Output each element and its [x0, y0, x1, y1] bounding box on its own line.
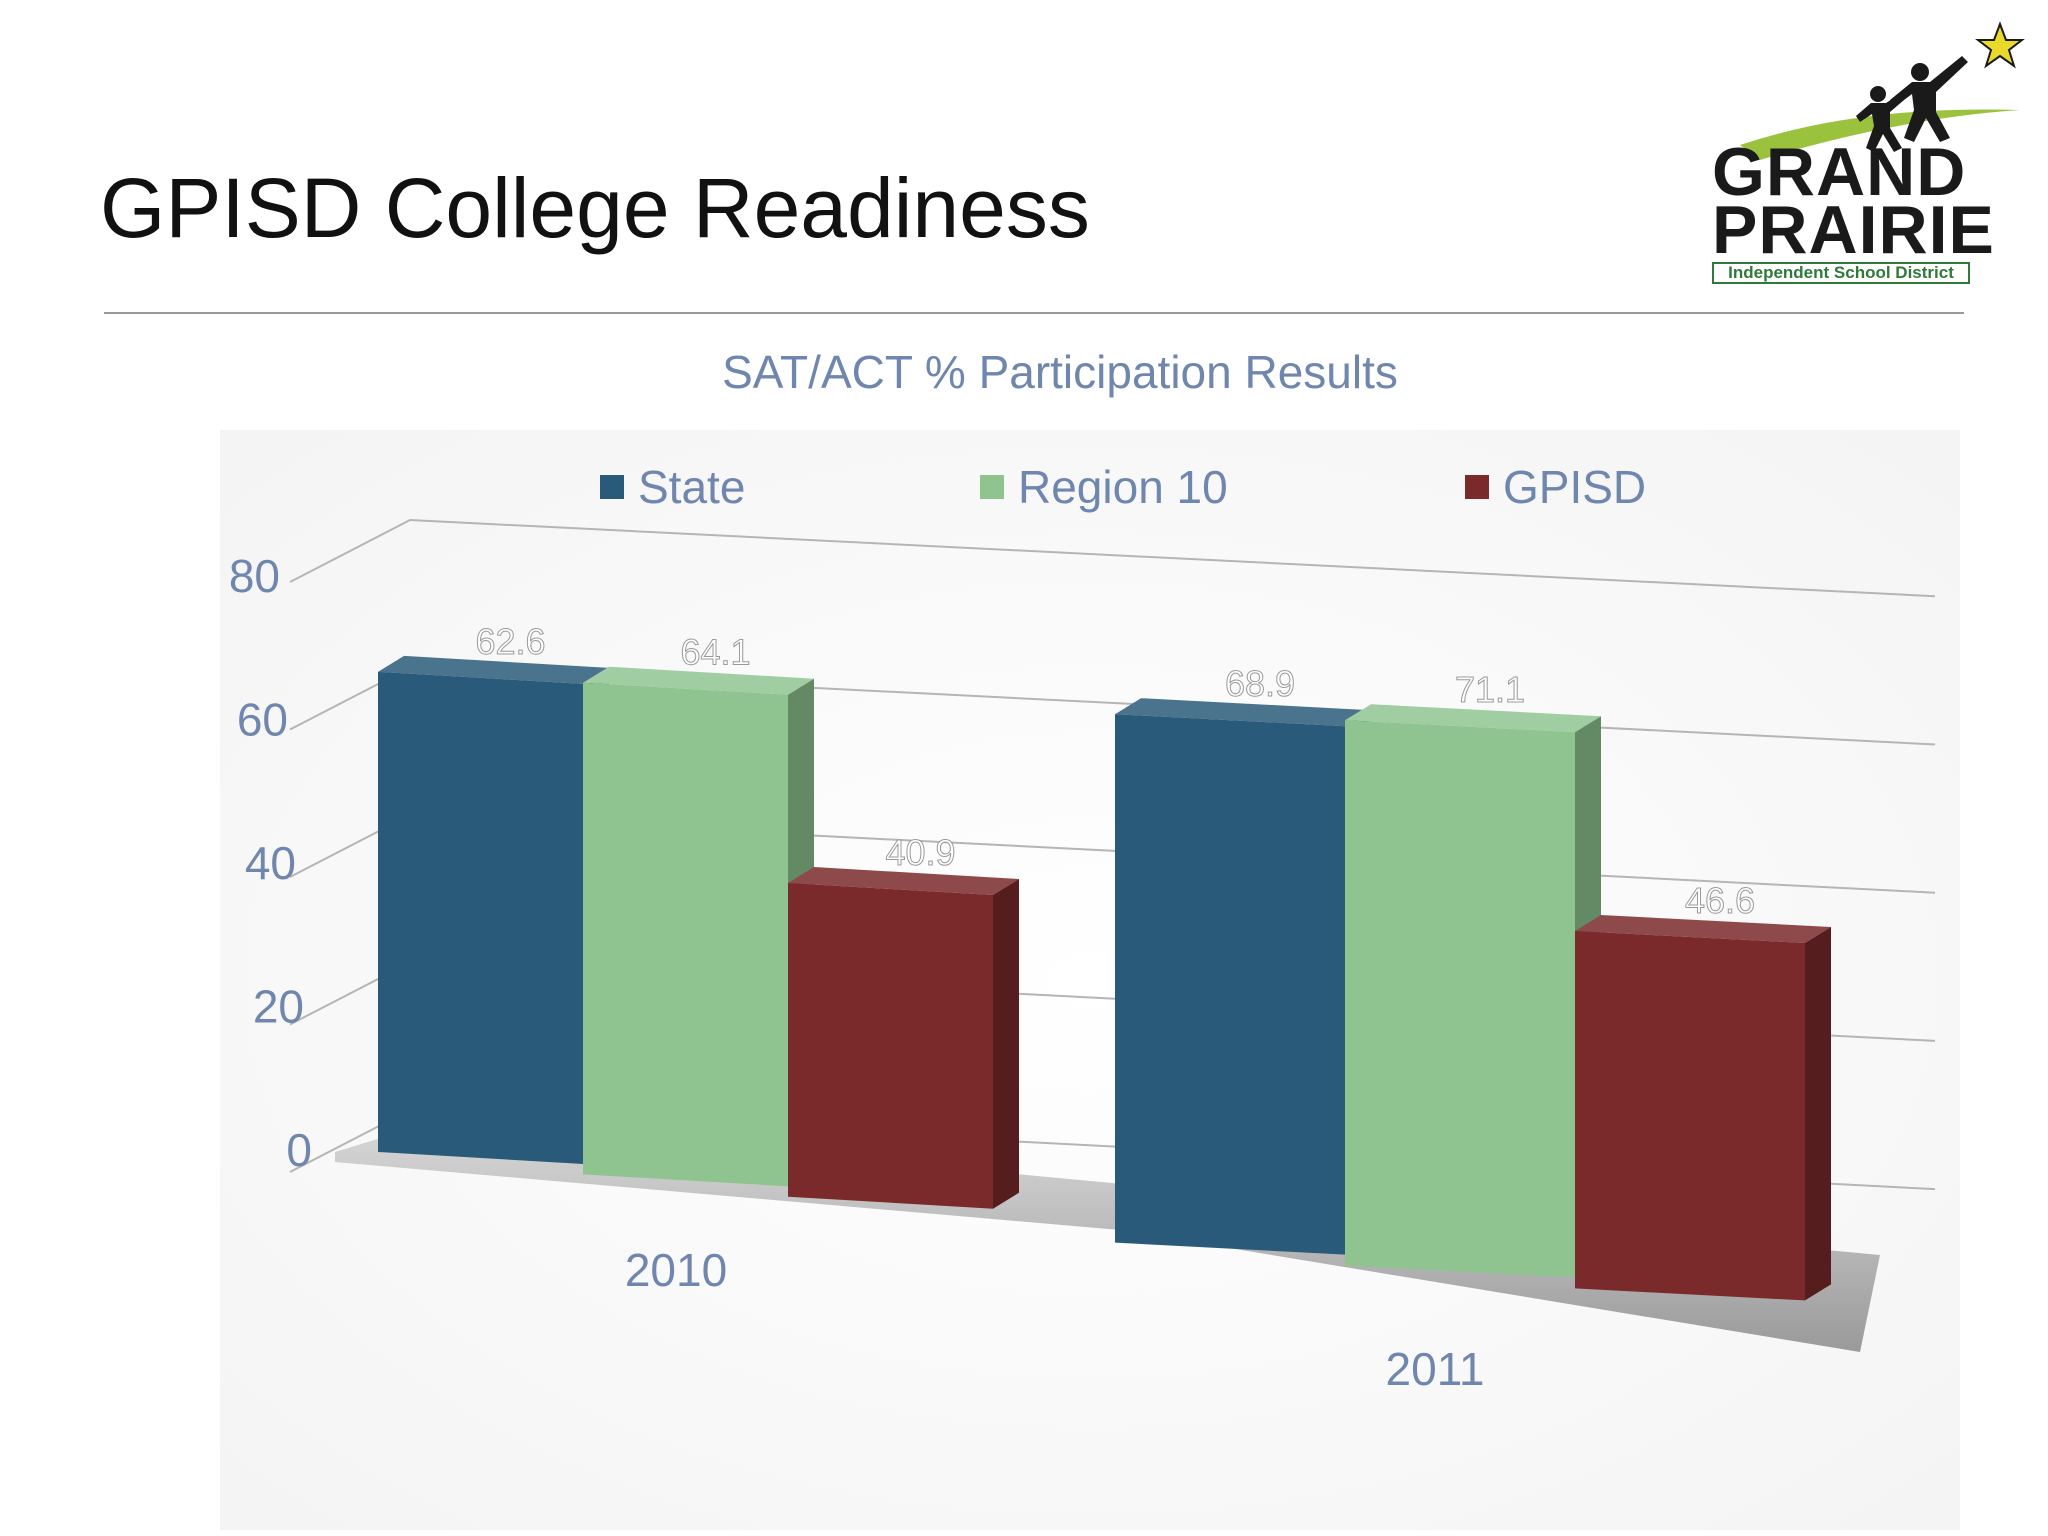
- star-icon: [1975, 21, 2025, 69]
- bar-top: [788, 867, 1019, 896]
- legend-label: GPISD: [1503, 461, 1646, 513]
- district-logo: [1700, 10, 2030, 295]
- bar-side: [1805, 927, 1831, 1301]
- bar-top: [583, 666, 814, 695]
- legend-item: GPISD: [1465, 461, 1646, 513]
- bar-front: [1115, 714, 1345, 1255]
- bar: 40.9: [788, 832, 1019, 1209]
- bar-value-label: 62.6: [475, 621, 545, 662]
- chart-legend: State Region 10 GPISD: [600, 461, 1646, 513]
- bar-value-label: 71.1: [1455, 669, 1525, 710]
- bar-value-label: 40.9: [885, 832, 955, 873]
- legend-swatch: [980, 475, 1004, 499]
- x-axis: 2010 2011: [625, 1244, 1485, 1395]
- logo-graphic: [1740, 21, 2025, 160]
- bar-front: [788, 883, 993, 1209]
- bar-top: [1115, 698, 1371, 727]
- bar-front: [1575, 931, 1805, 1301]
- y-tick-label: 40: [245, 837, 296, 889]
- legend-swatch: [600, 475, 624, 499]
- legend-label: State: [638, 461, 745, 513]
- y-tick-label: 80: [229, 550, 280, 602]
- y-tick-label: 0: [286, 1124, 312, 1176]
- logo-tagline: Independent School District: [1712, 262, 1970, 284]
- back-gridline: [409, 519, 1936, 598]
- logo-text-grand: GRAND: [1712, 134, 1967, 210]
- bar: 62.6: [378, 620, 609, 1164]
- y-axis: 0 20 40 60 80: [229, 550, 312, 1176]
- chart-title: SAT/ACT % Participation Results: [722, 346, 1398, 398]
- slide-title: GPISD College Readiness: [100, 161, 1090, 255]
- bar-value-label: 68.9: [1225, 663, 1295, 704]
- bar-top: [1575, 915, 1831, 944]
- bar: 71.1: [1345, 669, 1601, 1278]
- side-gridline: [289, 519, 411, 583]
- legend-label: Region 10: [1018, 461, 1228, 513]
- figures-icon: [1856, 56, 1968, 152]
- bar-side: [993, 879, 1019, 1209]
- legend-swatch: [1465, 475, 1489, 499]
- chart-bars: 62.6 64.1 40.9 68.9 71.1 46.6: [378, 620, 1831, 1301]
- bar-value-label: 64.1: [680, 632, 750, 673]
- x-tick-label: 2011: [1386, 1343, 1485, 1395]
- legend-item: State: [600, 461, 745, 513]
- bar: 68.9: [1115, 663, 1371, 1255]
- bar: 46.6: [1575, 880, 1831, 1301]
- bar: 64.1: [583, 631, 814, 1187]
- y-tick-label: 20: [253, 981, 304, 1033]
- title-divider: [104, 312, 1964, 314]
- bar-top: [1345, 704, 1601, 733]
- y-tick-label: 60: [237, 694, 288, 746]
- bar-front: [378, 671, 583, 1164]
- bar-top: [378, 655, 609, 684]
- bar-front: [583, 682, 788, 1187]
- bar-value-label: 46.6: [1685, 880, 1755, 921]
- x-tick-label: 2010: [625, 1244, 727, 1296]
- legend-item: Region 10: [980, 461, 1228, 513]
- bar-front: [1345, 720, 1575, 1278]
- logo-text-prairie: PRAIRIE: [1712, 192, 1995, 268]
